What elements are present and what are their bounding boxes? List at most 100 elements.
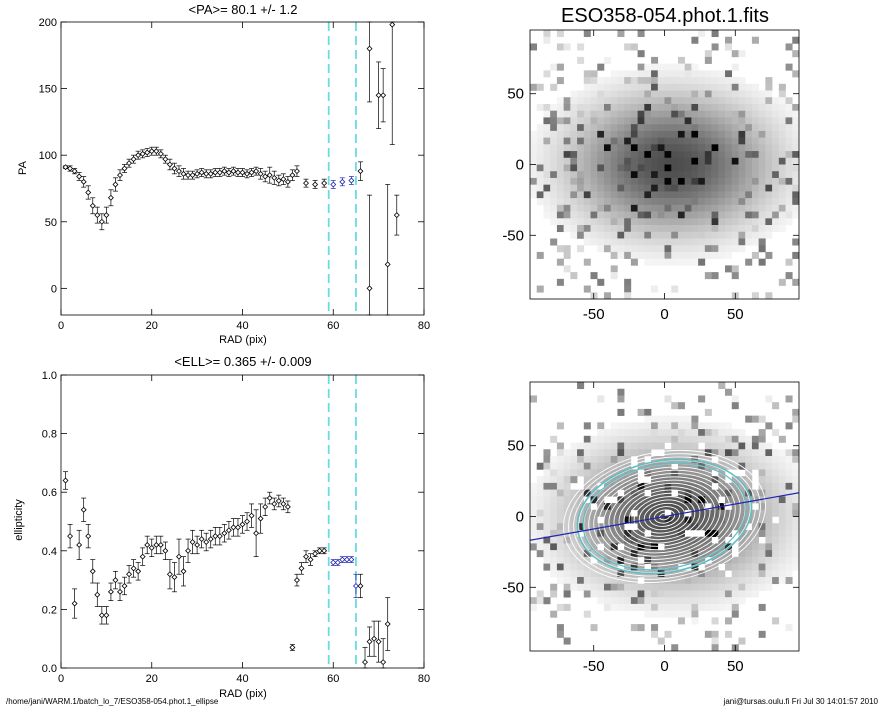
- isophote-image-pixel: [778, 496, 786, 504]
- isophote-image-pixel: [671, 442, 679, 450]
- isophote-image-pixel: [556, 442, 564, 450]
- isophote-image-pixel: [677, 577, 685, 585]
- isophote-image-pixel: [637, 603, 645, 611]
- galaxy-image-pixel: [590, 225, 598, 233]
- isophote-image-pixel: [745, 476, 753, 484]
- galaxy-image-pixel: [778, 198, 786, 206]
- isophote-image-pixel: [617, 570, 625, 578]
- galaxy-image-pixel: [711, 171, 719, 179]
- isophote-image-pixel: [684, 449, 692, 457]
- isophote-image-pixel: [617, 476, 625, 484]
- isophote-image-pixel: [630, 624, 638, 632]
- ellipticity-point: [135, 568, 142, 575]
- galaxy-image-pixel: [570, 225, 578, 233]
- isophote-image-pixel: [792, 563, 800, 571]
- galaxy-image-pixel: [671, 171, 679, 179]
- isophote-image-pixel: [624, 503, 632, 511]
- isophote-image-pixel: [704, 577, 712, 585]
- isophote-image-pixel: [684, 610, 692, 618]
- ellipticity-point: [126, 571, 133, 578]
- galaxy-image-pixel: [711, 137, 719, 145]
- galaxy-image-pixel: [577, 231, 585, 239]
- galaxy-image-pixel: [772, 97, 780, 105]
- galaxy-image-pixel: [543, 157, 551, 165]
- isophote-image-pixel: [671, 449, 679, 457]
- isophote-image-pixel: [550, 590, 558, 598]
- galaxy-image-pixel: [651, 191, 659, 199]
- galaxy-image-pixel: [556, 130, 564, 138]
- galaxy-image-pixel: [536, 251, 544, 259]
- isophote-image-pixel: [644, 469, 652, 477]
- galaxy-image-pixel: [657, 137, 665, 145]
- galaxy-image-pixel: [603, 97, 611, 105]
- galaxy-image-pixel: [704, 77, 712, 85]
- galaxy-image-pixel: [758, 211, 766, 219]
- isophote-image-ytick-label: 50: [507, 438, 524, 455]
- isophote-image-pixel: [570, 455, 578, 463]
- isophote-image-pixel: [657, 469, 665, 477]
- ellipticity-point: [321, 547, 328, 554]
- isophote-image-pixel: [610, 597, 618, 605]
- isophote-image-pixel: [751, 455, 759, 463]
- galaxy-image-pixel: [698, 225, 706, 233]
- isophote-image-pixel: [550, 523, 558, 531]
- isophote-image-pixel: [651, 630, 659, 638]
- isophote-image-pixel: [536, 496, 544, 504]
- galaxy-image-pixel: [651, 258, 659, 266]
- galaxy-image-pixel: [731, 50, 739, 58]
- galaxy-image-pixel: [745, 157, 753, 165]
- isophote-image-pixel: [677, 550, 685, 558]
- isophote-image-pixel: [711, 590, 719, 598]
- pa-ytick-label: 150: [39, 84, 57, 96]
- isophote-image-pixel: [664, 583, 672, 591]
- galaxy-image-pixel: [738, 177, 746, 185]
- galaxy-image-pixel: [785, 211, 793, 219]
- isophote-image-pixel: [563, 556, 571, 564]
- isophote-image-pixel: [577, 382, 585, 390]
- galaxy-image-pixel: [603, 77, 611, 85]
- galaxy-image-pixel: [657, 258, 665, 266]
- isophote-image-pixel: [792, 469, 800, 477]
- galaxy-image-pixel: [563, 245, 571, 253]
- galaxy-image-pixel: [637, 110, 645, 118]
- galaxy-image-pixel: [590, 117, 598, 125]
- galaxy-image-pixel: [698, 110, 706, 118]
- galaxy-image-pixel: [677, 144, 685, 152]
- isophote-image-pixel: [671, 516, 679, 524]
- galaxy-image-pixel: [657, 191, 665, 199]
- galaxy-image-pixel: [772, 103, 780, 111]
- galaxy-image-pixel: [671, 70, 679, 78]
- isophote-image-pixel: [677, 570, 685, 578]
- galaxy-image-pixel: [610, 177, 618, 185]
- isophote-image-pixel: [772, 617, 780, 625]
- isophote-image-pixel: [691, 482, 699, 490]
- isophote-image-pixel: [624, 529, 632, 537]
- pa-point: [139, 150, 146, 157]
- galaxy-image-pixel: [745, 124, 753, 132]
- ellipticity-point: [239, 521, 246, 528]
- galaxy-image-pixel: [637, 164, 645, 172]
- galaxy-image-pixel: [725, 130, 733, 138]
- isophote-image-pixel: [758, 556, 766, 564]
- galaxy-image-pixel: [765, 97, 773, 105]
- galaxy-image-pixel: [603, 245, 611, 253]
- isophote-image-pixel: [644, 435, 652, 443]
- isophote-image-pixel: [630, 449, 638, 457]
- isophote-image-pixel: [630, 529, 638, 537]
- galaxy-image-pixel: [570, 231, 578, 239]
- galaxy-image-pixel: [725, 204, 733, 212]
- isophote-image-pixel: [583, 449, 591, 457]
- galaxy-image-pixel: [550, 204, 558, 212]
- pa-point: [198, 169, 205, 176]
- galaxy-image-pixel: [556, 137, 564, 145]
- galaxy-image-pixel: [691, 177, 699, 185]
- isophote-image-pixel: [617, 556, 625, 564]
- galaxy-image-pixel: [738, 124, 746, 132]
- ellipticity-point: [303, 553, 309, 560]
- galaxy-image-pixel: [603, 218, 611, 226]
- isophote-image-pixel: [583, 422, 591, 430]
- galaxy-image-pixel: [583, 225, 591, 233]
- isophote-image-pixel: [570, 529, 578, 537]
- galaxy-image-pixel: [684, 151, 692, 159]
